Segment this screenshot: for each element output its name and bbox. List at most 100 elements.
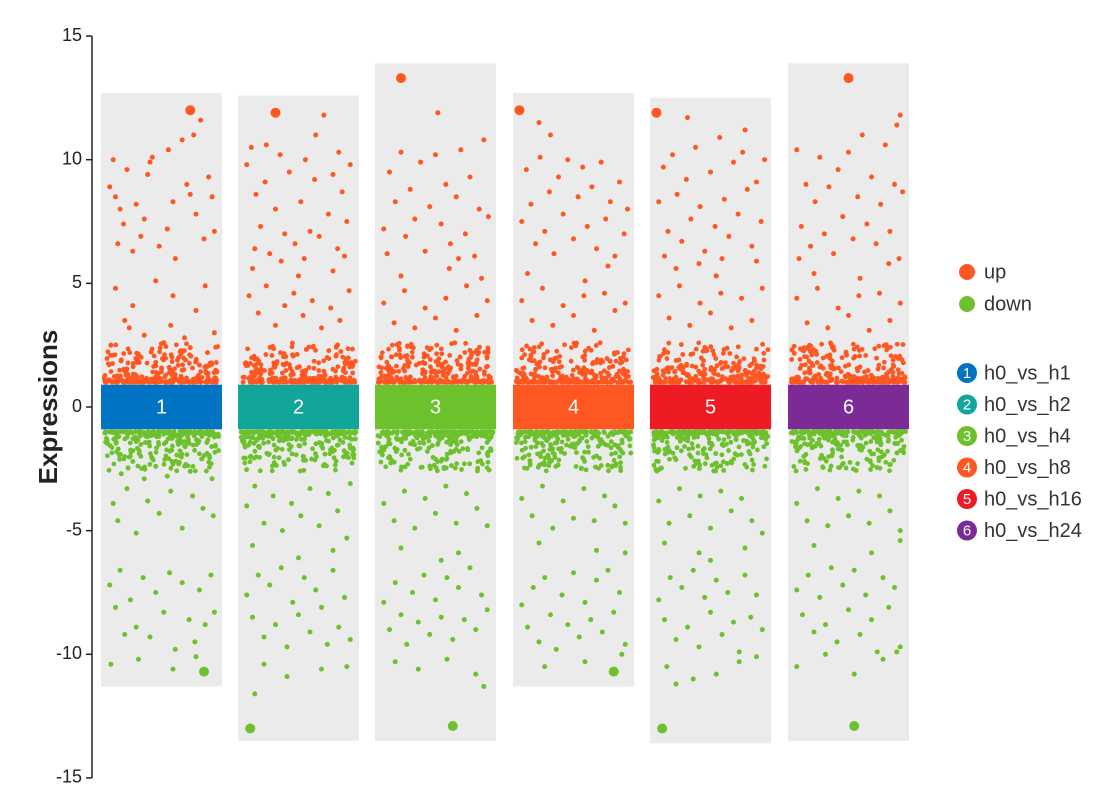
point-up [428,369,434,375]
point-up [337,317,343,323]
point-down [165,436,171,442]
point-up [482,349,488,355]
point-up [761,357,767,363]
point-up [719,256,725,262]
point-up [187,352,193,358]
point-up [330,172,336,178]
point-down [667,575,673,581]
point-up [581,365,587,371]
point-up [811,374,817,380]
point-up [435,362,441,368]
point-up [753,375,759,380]
point-down [128,447,133,453]
point-down [347,481,353,487]
point-down [584,438,590,444]
legend-group-label[interactable]: h0_vs_h8 [984,457,1071,479]
point-up [250,379,256,385]
point-down [713,451,719,456]
point-up [673,266,679,272]
point-down [579,435,584,441]
point-down [699,429,705,435]
point-down [267,582,273,588]
point-up [422,375,428,380]
point-up [757,377,763,383]
point-up [256,370,262,376]
point-down [162,457,168,462]
point-up [321,112,327,118]
point-down [183,461,189,467]
point-up [213,344,219,350]
point-up [751,371,757,376]
point-up [263,283,269,289]
point-up [882,142,888,148]
point-up [674,379,680,385]
point-up [835,379,841,385]
point-down [394,429,400,435]
point-down [748,614,754,620]
point-down [814,486,820,492]
legend-group-marker [957,426,977,446]
point-down [438,429,444,435]
point-down [289,500,295,506]
point-down [613,463,619,468]
legend-group-label[interactable]: h0_vs_h24 [984,520,1082,542]
point-down [197,451,202,457]
legend-group-label[interactable]: h0_vs_h4 [984,425,1071,447]
point-down [834,429,840,435]
point-up [427,357,433,363]
point-down [250,614,255,620]
point-down [656,597,662,603]
point-down [314,453,319,459]
point-up [863,353,869,358]
point-up [754,346,759,352]
legend-group-label[interactable]: h0_vs_h2 [984,394,1071,416]
point-up [172,256,178,262]
point-down [869,550,874,556]
point-up [405,344,410,349]
legend-down-label[interactable]: down [984,293,1032,315]
point-up [108,369,114,375]
point-down [484,465,490,471]
point-down [874,439,880,445]
point-down [261,634,267,640]
point-down [479,445,485,451]
point-up [438,346,444,352]
point-down [728,508,734,514]
point-down [117,456,123,462]
point-down [104,438,110,443]
point-down [838,442,844,448]
point-up [268,367,273,373]
legend-up-label[interactable]: up [984,261,1006,283]
point-up [422,248,428,254]
legend-group-label[interactable]: h0_vs_h16 [984,488,1082,510]
point-up [271,364,277,370]
point-up [137,379,143,384]
point-down [548,443,554,448]
point-down [892,585,897,591]
point-up [702,371,708,377]
point-up [742,127,748,133]
point-up [396,368,402,374]
point-up [831,347,837,353]
point-up [447,352,453,358]
legend-group-label[interactable]: h0_vs_h1 [984,362,1071,384]
point-up [157,345,163,351]
point-down [565,622,571,628]
point-down [467,461,473,467]
point-up [464,283,470,289]
point-down [484,440,490,445]
point-up [321,358,327,364]
point-up [178,373,184,379]
point-down [830,439,836,445]
point-down [618,460,623,466]
point-up [877,290,883,296]
point-up [340,368,346,374]
point-up [585,378,591,384]
point-down [136,656,141,662]
point-down [344,535,350,541]
point-down [617,454,623,460]
point-up [443,375,449,381]
point-down [611,609,617,615]
